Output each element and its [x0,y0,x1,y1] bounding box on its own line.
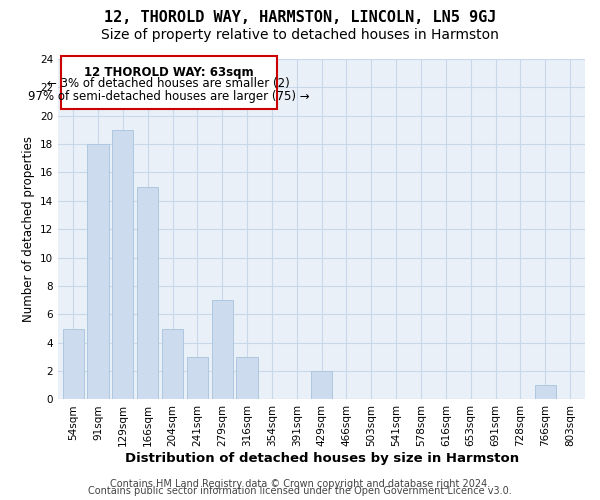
Text: 97% of semi-detached houses are larger (75) →: 97% of semi-detached houses are larger (… [28,90,310,103]
Bar [212,300,233,400]
Bar [88,144,109,400]
X-axis label: Distribution of detached houses by size in Harmston: Distribution of detached houses by size … [125,452,518,465]
Bar [137,186,158,400]
FancyBboxPatch shape [61,56,277,108]
Bar [162,328,183,400]
Text: ← 3% of detached houses are smaller (2): ← 3% of detached houses are smaller (2) [47,78,290,90]
Text: Contains public sector information licensed under the Open Government Licence v3: Contains public sector information licen… [88,486,512,496]
Bar [311,371,332,400]
Text: 12 THOROLD WAY: 63sqm: 12 THOROLD WAY: 63sqm [84,66,254,79]
Bar [62,328,83,400]
Bar [535,386,556,400]
Bar [236,357,257,400]
Bar [112,130,133,400]
Bar [187,357,208,400]
Text: 12, THOROLD WAY, HARMSTON, LINCOLN, LN5 9GJ: 12, THOROLD WAY, HARMSTON, LINCOLN, LN5 … [104,10,496,25]
Text: Size of property relative to detached houses in Harmston: Size of property relative to detached ho… [101,28,499,42]
Text: Contains HM Land Registry data © Crown copyright and database right 2024.: Contains HM Land Registry data © Crown c… [110,479,490,489]
Y-axis label: Number of detached properties: Number of detached properties [22,136,35,322]
